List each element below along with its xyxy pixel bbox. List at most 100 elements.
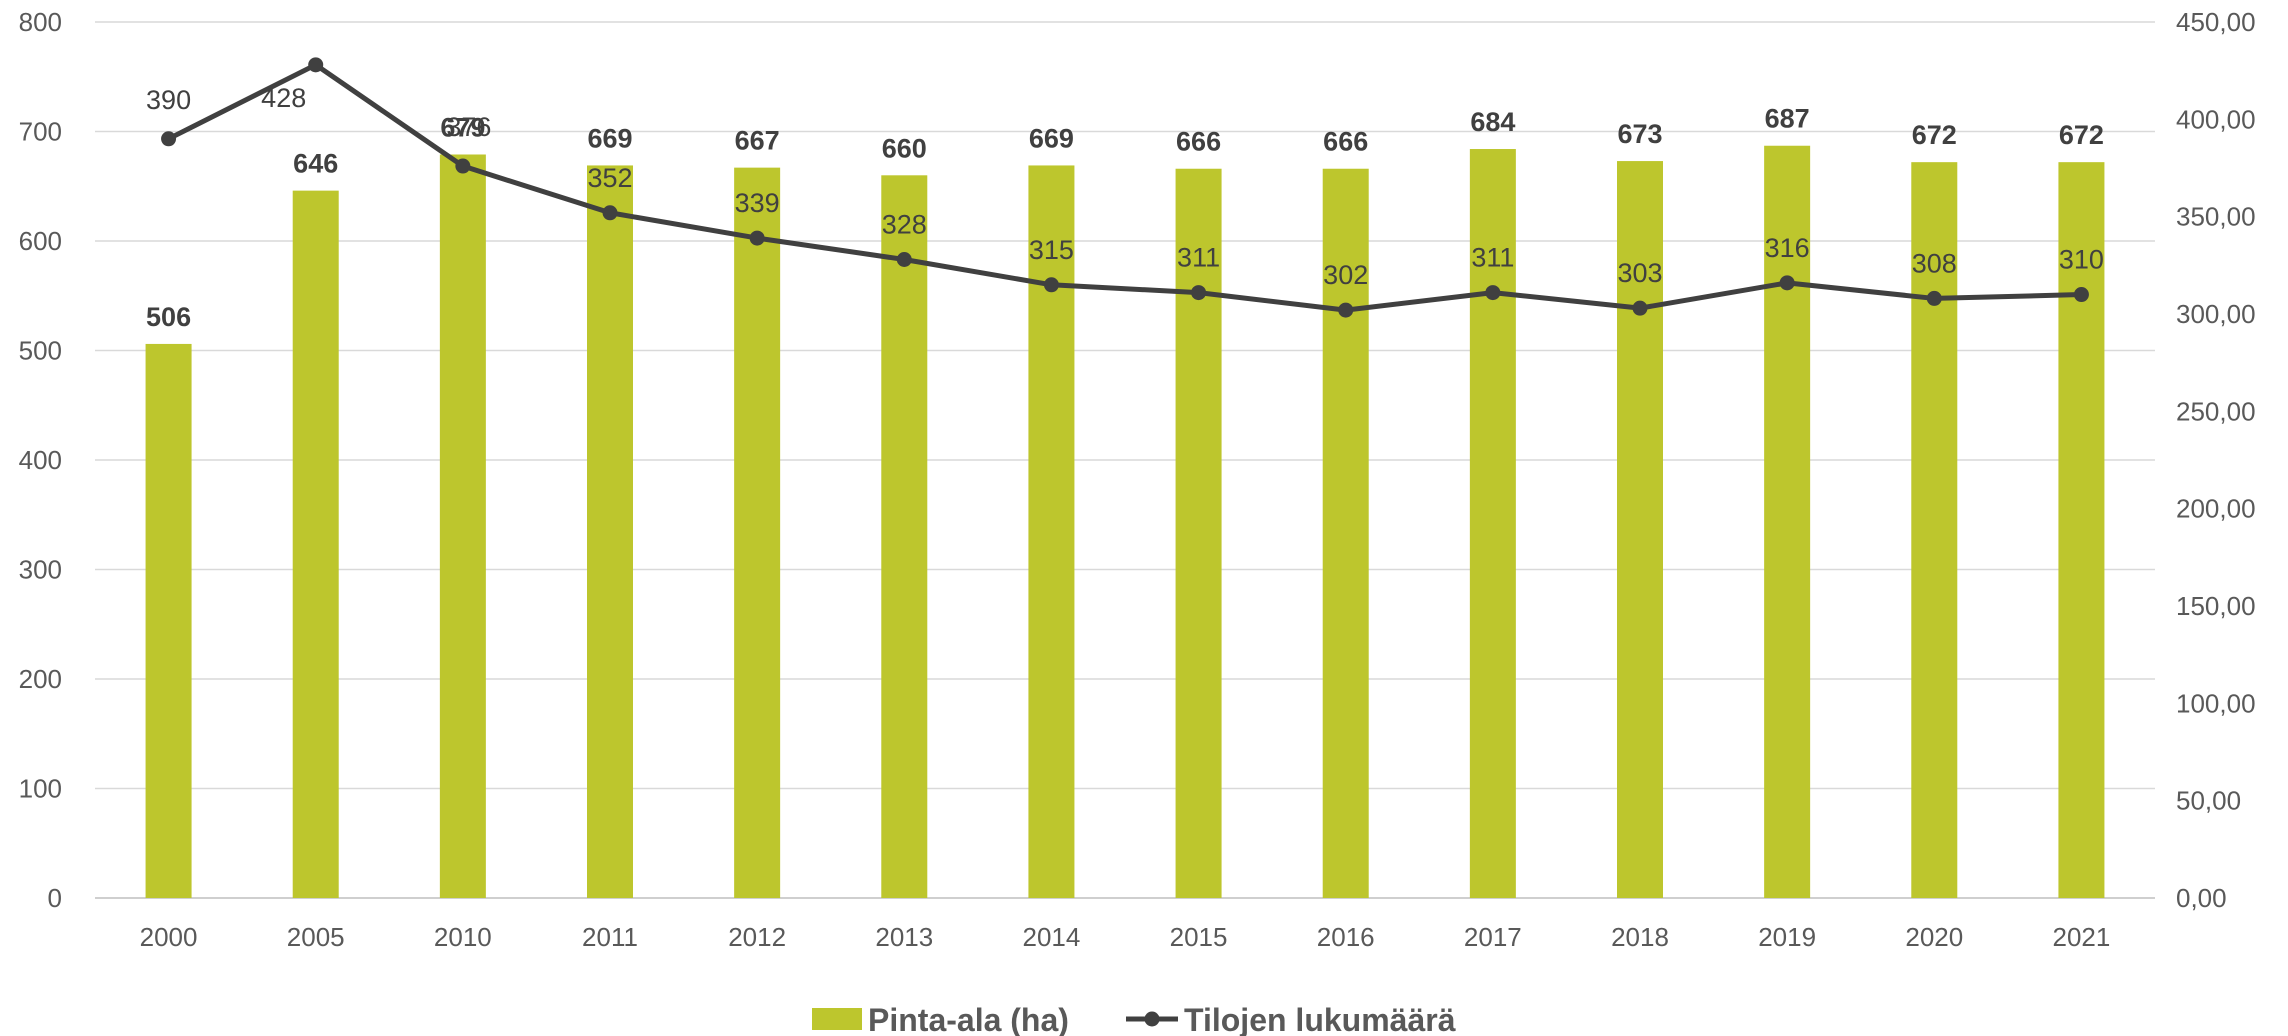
x-axis: 2000 2005 2010 2011 2012 2013 2014 2015 2016 2017… <box>140 922 2111 952</box>
right-y-tick-label: 150,00 <box>2176 591 2256 621</box>
bar-value-label: 684 <box>1470 107 1515 137</box>
x-tick-label: 2020 <box>1905 922 1963 952</box>
line-point <box>1485 285 1501 301</box>
bar-value-label: 672 <box>2059 120 2104 150</box>
left-y-tick-label: 800 <box>19 7 62 37</box>
x-tick-label: 2000 <box>140 922 198 952</box>
bar <box>1617 161 1663 898</box>
left-y-axis: 0 100 200 300 400 500 600 700 800 <box>19 7 62 913</box>
x-tick-label: 2013 <box>875 922 933 952</box>
bar-series <box>145 145 2105 899</box>
right-y-tick-label: 400,00 <box>2176 104 2256 134</box>
bar-value-label: 646 <box>293 149 338 179</box>
bar <box>1322 168 1369 899</box>
bar-value-label: 687 <box>1765 104 1810 134</box>
x-tick-label: 2017 <box>1464 922 1522 952</box>
line-value-label: 310 <box>2059 245 2104 275</box>
line-point <box>602 205 618 221</box>
left-y-tick-label: 0 <box>48 883 62 913</box>
x-tick-label: 2014 <box>1023 922 1081 952</box>
line-value-label: 352 <box>587 163 632 193</box>
bar-value-label: 669 <box>587 123 632 153</box>
x-tick-label: 2012 <box>728 922 786 952</box>
line-value-label: 428 <box>261 83 306 113</box>
bar-value-label: 506 <box>146 302 191 332</box>
right-y-tick-label: 250,00 <box>2176 396 2256 426</box>
legend-label-line: Tilojen lukumäärä <box>1184 1002 1456 1036</box>
line-value-label: 302 <box>1323 260 1368 290</box>
left-y-tick-label: 200 <box>19 664 62 694</box>
bar-value-label: 669 <box>1029 123 1074 153</box>
line-point <box>1779 275 1795 291</box>
legend-swatch-marker <box>1144 1011 1160 1027</box>
x-tick-label: 2010 <box>434 922 492 952</box>
x-tick-label: 2019 <box>1758 922 1816 952</box>
x-tick-label: 2018 <box>1611 922 1669 952</box>
bar-value-label: 667 <box>735 126 780 156</box>
bar-value-label: 660 <box>882 133 927 163</box>
bar <box>439 154 486 898</box>
line-point <box>1632 300 1648 316</box>
right-y-tick-label: 100,00 <box>2176 688 2256 718</box>
x-tick-label: 2011 <box>582 922 638 952</box>
bar-value-label: 666 <box>1323 127 1368 157</box>
line-point <box>1926 290 1942 306</box>
line-value-label: 311 <box>1177 243 1220 273</box>
left-y-tick-label: 400 <box>19 445 62 475</box>
right-y-tick-label: 50,00 <box>2176 786 2241 816</box>
bar <box>587 165 633 898</box>
x-tick-label: 2015 <box>1170 922 1228 952</box>
bar <box>1911 162 1958 898</box>
line-value-label: 308 <box>1912 248 1957 278</box>
left-y-tick-label: 100 <box>19 774 62 804</box>
bar-value-label: 679 <box>440 112 485 142</box>
line-point <box>2073 287 2089 303</box>
line-point <box>455 158 471 174</box>
bar <box>1469 149 1516 898</box>
line-point <box>161 131 177 147</box>
x-tick-label: 2005 <box>287 922 345 952</box>
line-path <box>167 62 2082 313</box>
line-point <box>1338 302 1354 318</box>
left-y-tick-label: 600 <box>19 226 62 256</box>
bar <box>145 343 192 898</box>
left-y-tick-label: 700 <box>19 117 62 147</box>
left-y-tick-label: 300 <box>19 555 62 585</box>
line-value-label: 316 <box>1765 233 1810 263</box>
legend-swatch-bar <box>812 1008 862 1030</box>
bar <box>1028 165 1075 898</box>
right-y-tick-label: 0,00 <box>2176 883 2227 913</box>
right-y-tick-label: 300,00 <box>2176 299 2256 329</box>
left-y-tick-label: 500 <box>19 336 62 366</box>
bar-value-label: 666 <box>1176 127 1221 157</box>
line-point <box>1191 285 1207 301</box>
x-tick-label: 2021 <box>2053 922 2111 952</box>
line-series <box>161 57 2089 318</box>
line-value-label: 376 <box>446 112 491 142</box>
right-y-tick-label: 200,00 <box>2176 494 2256 524</box>
line-value-label: 339 <box>735 188 780 218</box>
legend-label-bar: Pinta-ala (ha) <box>868 1002 1069 1036</box>
line-value-label: 328 <box>882 209 927 239</box>
bar <box>734 167 781 898</box>
bar-value-label: 672 <box>1912 120 1957 150</box>
bar <box>1175 168 1222 899</box>
line-point <box>1043 277 1059 293</box>
bar-value-label: 673 <box>1617 119 1662 149</box>
bar <box>2058 162 2105 898</box>
x-tick-label: 2016 <box>1317 922 1375 952</box>
line-value-label: 390 <box>146 85 191 115</box>
right-y-axis: 0,00 50,00 100,00 150,00 200,00 250,00 300,00 3… <box>2176 7 2256 913</box>
data-labels: 506 646 679 669 667 660 669 666 666 684 673 687 672 6… <box>146 83 2104 332</box>
bar <box>881 175 928 899</box>
gridlines <box>95 21 2155 899</box>
line-value-label: 303 <box>1617 258 1662 288</box>
line-point <box>308 57 324 73</box>
bar <box>1764 145 1811 899</box>
line-point <box>896 251 912 267</box>
right-y-tick-label: 350,00 <box>2176 202 2256 232</box>
line-value-label: 315 <box>1029 235 1074 265</box>
bar <box>292 190 339 898</box>
line-value-label: 311 <box>1471 243 1514 273</box>
